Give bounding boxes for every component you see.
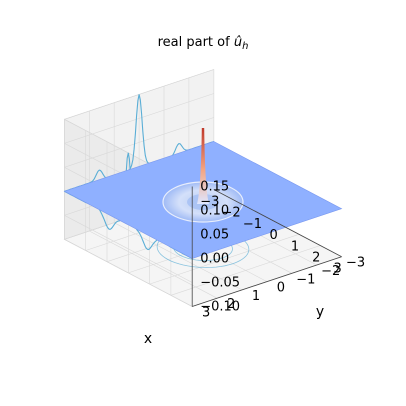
- x-tick-label: −3: [200, 195, 219, 210]
- x-tick-label: 3: [333, 262, 341, 277]
- axis-lines: [191, 186, 342, 307]
- y-tick-label: 2: [227, 297, 235, 312]
- z-tick-label: 0.15: [200, 180, 229, 195]
- y-tick-label: 0: [277, 281, 285, 296]
- z-tick-label: −0.10: [200, 300, 240, 315]
- y-tick-label: 1: [252, 289, 260, 304]
- grid-line-y-floor: [89, 230, 218, 299]
- y-tick-label: 3: [202, 306, 210, 321]
- chart-title: real part of ûh: [158, 35, 249, 52]
- z-tick-label: 0.10: [200, 204, 229, 219]
- x-tick-label: −1: [243, 217, 262, 232]
- surface: [63, 128, 343, 259]
- y-axis-label: y: [316, 304, 324, 320]
- x-tick-label: 2: [312, 251, 320, 266]
- x-axis-line: [213, 189, 342, 258]
- grid-line-z-left: [64, 93, 214, 144]
- x-tick-label: −2: [222, 206, 241, 221]
- grid-line-z-back: [64, 239, 193, 307]
- y-tick-label: −1: [296, 272, 315, 287]
- x-axis-label: x: [144, 331, 152, 347]
- grid-line-z-left: [64, 117, 214, 168]
- z-tick-label: −0.05: [200, 276, 240, 291]
- z-tick-label: 0.00: [200, 252, 229, 267]
- grid-line-z-back: [64, 215, 193, 283]
- surface-peak: [197, 128, 209, 204]
- y-axis-line: [192, 256, 342, 307]
- x-tick-label: 1: [291, 239, 299, 254]
- chart-title-subscript: h: [242, 41, 248, 52]
- z-tick-label: 0.05: [200, 228, 229, 243]
- y-tick-label: −2: [321, 264, 340, 279]
- chart-title-symbol: û: [234, 35, 242, 50]
- x-tick-label: 0: [270, 228, 278, 243]
- y-tick-label: −3: [346, 256, 365, 271]
- chart-title-prefix: real part of: [158, 35, 234, 50]
